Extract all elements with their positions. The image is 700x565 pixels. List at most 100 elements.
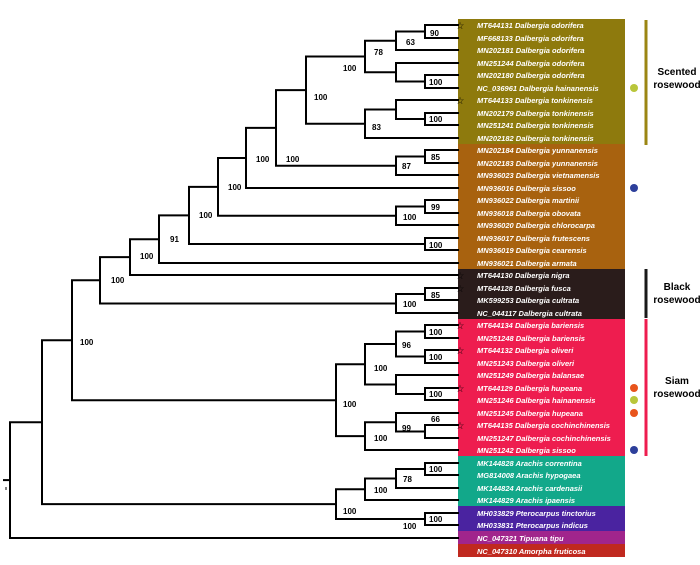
bootstrap-value: 85: [431, 153, 440, 162]
star-icon: ☆: [456, 284, 465, 295]
bootstrap-value: 100: [429, 465, 443, 474]
star-icon: ☆: [456, 421, 465, 432]
bootstrap-value: 100: [403, 300, 417, 309]
taxon-bands: [458, 19, 625, 557]
scented-group-label-line1: Scented: [658, 67, 697, 78]
taxon-labels: MT644131 Dalbergia odorifera MF668133 Da…: [477, 21, 611, 556]
taxon-label: MN251242 Dalbergia sissoo: [477, 446, 576, 455]
band-scented: [458, 19, 625, 144]
taxon-label: MN936021 Dalbergia armata: [477, 259, 577, 268]
bootstrap-value: 100: [111, 276, 125, 285]
bootstrap-value: 78: [374, 48, 383, 57]
taxon-label: MF668133 Dalbergia odorifera: [477, 34, 584, 43]
bootstrap-value: 100: [286, 155, 300, 164]
bootstrap-value: 99: [431, 203, 440, 212]
taxon-label: MN202182 Dalbergia tonkinensis: [477, 134, 594, 143]
bootstrap-value: 100: [199, 211, 213, 220]
star-icon: ☆: [456, 21, 465, 32]
bootstrap-value: 90: [430, 29, 439, 38]
taxon-label: NC_044117 Dalbergia cultrata: [477, 309, 582, 318]
band-tipuana: [458, 531, 625, 544]
taxon-label: MN251245 Dalbergia hupeana: [477, 409, 583, 418]
bootstrap-value: 100: [343, 64, 357, 73]
star-icon: ☆: [456, 384, 465, 395]
taxon-label: MK144829 Arachis ipaensis: [477, 496, 575, 505]
taxon-label: MT644131 Dalbergia odorifera: [477, 21, 584, 30]
taxon-label: MT644135 Dalbergia cochinchinensis: [477, 421, 610, 430]
black-group-label-line2: rosewood: [653, 295, 700, 306]
bootstrap-value: 100: [429, 241, 443, 250]
bootstrap-value: 91: [170, 235, 179, 244]
dot-icon: [630, 84, 638, 92]
bootstrap-value: 100: [374, 434, 388, 443]
taxon-label: MT644133 Dalbergia tonkinensis: [477, 96, 593, 105]
taxon-label: NC_036961 Dalbergia hainanensis: [477, 84, 599, 93]
dot-icon: [630, 446, 638, 454]
bootstrap-value: 100: [403, 522, 417, 531]
taxon-label: MG814008 Arachis hypogaea: [477, 471, 581, 480]
star-icon: ☆: [456, 321, 465, 332]
band-pterocarpus: [458, 506, 625, 531]
siam-group-label-line1: Siam: [665, 376, 689, 387]
bootstrap-value: 78: [403, 475, 412, 484]
taxon-label: MN936019 Dalbergia cearensis: [477, 246, 587, 255]
bootstrap-value: 100: [429, 515, 443, 524]
taxon-label: MK144828 Arachis correntina: [477, 459, 582, 468]
taxon-label: MN202180 Dalbergia odorifera: [477, 71, 585, 80]
taxon-label: MN202183 Dalbergia yunnanensis: [477, 159, 598, 168]
stars: ☆ ☆ ☆ ☆ ☆ ☆ ☆ ☆: [456, 21, 465, 432]
taxon-label: MN936022 Dalbergia martinii: [477, 196, 580, 205]
taxon-label: MN936018 Dalbergia obovata: [477, 209, 581, 218]
scented-group-label-line2: rosewood: [653, 80, 700, 91]
bootstrap-value: 100: [429, 78, 443, 87]
band-amorpha: [458, 544, 625, 557]
taxon-label: MN251248 Dalbergia bariensis: [477, 334, 585, 343]
band-siam: [458, 319, 625, 456]
dot-icon: [630, 409, 638, 417]
bootstrap-value: 100: [374, 486, 388, 495]
black-group-label-line1: Black: [664, 282, 691, 293]
taxon-label: MN251246 Dalbergia hainanensis: [477, 396, 595, 405]
taxon-label: MN936023 Dalbergia vietnamensis: [477, 171, 600, 180]
bootstrap-value: 96: [402, 341, 411, 350]
taxon-label: MT644128 Dalbergia fusca: [477, 284, 571, 293]
bootstrap-value: 100: [343, 400, 357, 409]
taxon-label: MN202184 Dalbergia yunnanensis: [477, 146, 598, 155]
tree-branches: [3, 24, 459, 539]
star-icon: ☆: [456, 96, 465, 107]
taxon-label: MT644132 Dalbergia oliveri: [477, 346, 574, 355]
dot-icon: [630, 384, 638, 392]
bootstrap-value: 100: [80, 338, 94, 347]
bootstrap-values: 90 63 78 100 100 100 83 100 100 85 87 10…: [80, 29, 443, 531]
bootstrap-value: 100: [374, 364, 388, 373]
bootstrap-value: 66: [431, 415, 440, 424]
bootstrap-value: 100: [256, 155, 270, 164]
star-icon: ☆: [456, 271, 465, 282]
bootstrap-value: 99: [402, 424, 411, 433]
bootstrap-value: 100: [429, 115, 443, 124]
taxon-label: MH033829 Pterocarpus tinctorius: [477, 509, 596, 518]
dot-icon: [630, 184, 638, 192]
taxon-label: MT644130 Dalbergia nigra: [477, 271, 570, 280]
bootstrap-value: 100: [403, 213, 417, 222]
bootstrap-value: 83: [372, 123, 381, 132]
taxon-label: NC_047310 Amorpha fruticosa: [477, 547, 586, 556]
taxon-label: NC_047321 Tipuana tipu: [477, 534, 564, 543]
taxon-label: MN251241 Dalbergia tonkinensis: [477, 121, 594, 130]
band-black: [458, 269, 625, 319]
taxon-label: MN936020 Dalbergia chlorocarpa: [477, 221, 595, 230]
taxon-label: MN936017 Dalbergia frutescens: [477, 234, 590, 243]
bootstrap-value: 87: [402, 162, 411, 171]
siam-group-label-line2: rosewood: [653, 389, 700, 400]
taxon-label: MN251243 Dalbergia oliveri: [477, 359, 575, 368]
star-icon: ☆: [456, 346, 465, 357]
taxon-label: MN202179 Dalbergia tonkinensis: [477, 109, 594, 118]
taxon-label: MT644129 Dalbergia hupeana: [477, 384, 582, 393]
taxon-label: MN936016 Dalbergia sissoo: [477, 184, 576, 193]
dot-icon: [630, 396, 638, 404]
bootstrap-value: 100: [429, 328, 443, 337]
taxon-label: MN251247 Dalbergia cochinchinensis: [477, 434, 611, 443]
bootstrap-value: 100: [343, 507, 357, 516]
bootstrap-value: 100: [429, 390, 443, 399]
